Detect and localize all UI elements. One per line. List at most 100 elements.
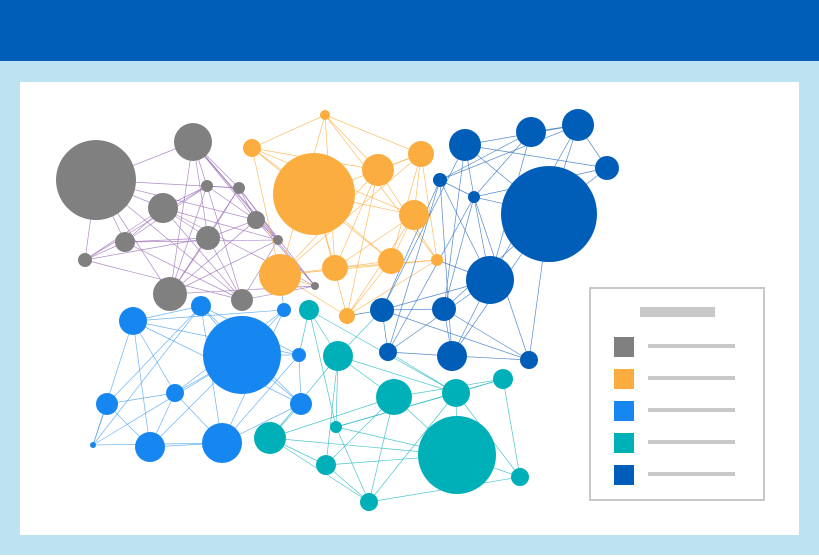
node <box>376 379 412 415</box>
node <box>273 153 355 235</box>
edge <box>335 378 504 428</box>
edge <box>162 207 243 301</box>
edge <box>439 124 579 181</box>
edge <box>132 320 151 448</box>
edge <box>279 153 422 276</box>
legend-text-placeholder <box>648 376 735 380</box>
edge <box>368 392 457 503</box>
edge <box>387 179 441 353</box>
node <box>292 348 306 362</box>
legend-swatch <box>614 465 634 485</box>
node <box>562 109 594 141</box>
edge <box>251 114 326 149</box>
edge <box>308 309 337 428</box>
node <box>431 254 443 266</box>
edge <box>381 144 466 311</box>
edge <box>251 147 281 276</box>
edge <box>337 355 457 394</box>
edge <box>84 237 209 261</box>
edge <box>269 396 395 439</box>
node <box>322 255 348 281</box>
legend-swatch <box>614 369 634 389</box>
legend-text-placeholder <box>648 344 735 348</box>
edge <box>381 179 441 311</box>
node <box>243 139 261 157</box>
edge <box>169 239 279 295</box>
edge <box>169 185 208 295</box>
edge <box>464 144 608 169</box>
legend-box <box>589 287 765 501</box>
edge <box>443 308 530 361</box>
node <box>115 232 135 252</box>
edge <box>106 392 176 405</box>
edge <box>92 320 134 446</box>
node <box>96 393 118 415</box>
node <box>379 343 397 361</box>
edge <box>439 131 532 181</box>
legend-swatch <box>614 401 634 421</box>
legend-text-placeholder <box>648 440 735 444</box>
node <box>466 256 514 304</box>
header-bar <box>0 0 819 61</box>
node <box>370 298 394 322</box>
edge <box>206 185 243 301</box>
node <box>595 156 619 180</box>
edge <box>162 207 279 241</box>
edge <box>84 185 208 261</box>
node <box>339 308 355 324</box>
legend-swatch <box>614 433 634 453</box>
node <box>254 422 286 454</box>
edge <box>443 196 475 310</box>
node <box>153 277 187 311</box>
node <box>174 123 212 161</box>
node <box>316 455 336 475</box>
edge <box>334 169 379 269</box>
node <box>408 141 434 167</box>
edge <box>387 196 475 353</box>
node <box>493 369 513 389</box>
node <box>290 393 312 415</box>
node <box>511 468 529 486</box>
edge <box>335 426 370 503</box>
node <box>418 416 496 494</box>
edge <box>324 114 438 261</box>
node <box>323 341 353 371</box>
node <box>449 129 481 161</box>
node <box>56 140 136 220</box>
node <box>196 226 220 250</box>
node <box>148 193 178 223</box>
node <box>330 421 342 433</box>
node <box>277 303 291 317</box>
edge <box>124 241 243 301</box>
node <box>90 442 96 448</box>
edge <box>169 219 257 295</box>
legend-title-placeholder <box>640 307 715 317</box>
node <box>520 351 538 369</box>
node <box>231 289 253 311</box>
node <box>378 248 404 274</box>
edge <box>324 114 422 155</box>
edge <box>381 309 530 361</box>
node <box>360 493 378 511</box>
edge <box>502 378 521 478</box>
edge <box>420 153 438 261</box>
node <box>516 117 546 147</box>
edge <box>325 355 339 466</box>
node <box>442 379 470 407</box>
node <box>399 200 429 230</box>
edge <box>106 305 202 405</box>
node <box>433 173 447 187</box>
node <box>468 191 480 203</box>
node <box>203 316 281 394</box>
legend-swatch <box>614 337 634 357</box>
edge <box>169 141 194 295</box>
nodes <box>56 109 619 511</box>
legend-text-placeholder <box>648 408 735 412</box>
node <box>362 154 394 186</box>
node <box>166 384 184 402</box>
edge <box>439 179 453 357</box>
legend-text-placeholder <box>648 472 735 476</box>
node <box>273 235 283 245</box>
